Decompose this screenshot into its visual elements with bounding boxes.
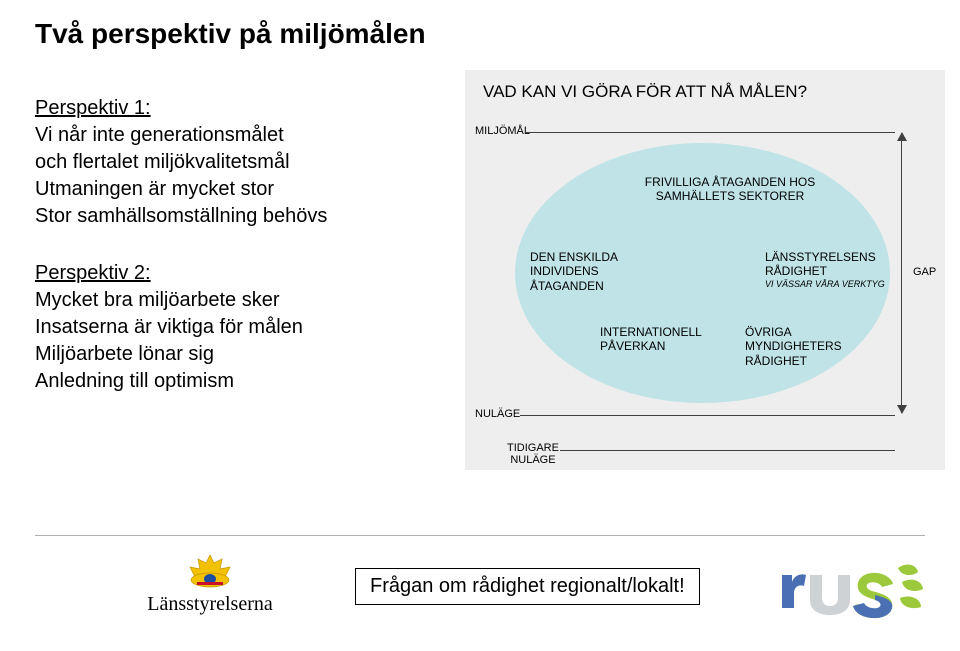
internat-l2: PÅVERKAN: [600, 339, 720, 353]
page-title: Två perspektiv på miljömålen: [35, 18, 426, 50]
lansstyrelsen-text: Länsstyrelserna: [105, 593, 315, 616]
lans-l1: LÄNSSTYRELSENS: [765, 250, 885, 264]
p2-line3: Miljöarbete lönar sig: [35, 341, 435, 368]
ovriga-text: ÖVRIGA MYNDIGHETERS RÅDIGHET: [745, 325, 865, 368]
diagram-title: VAD KAN VI GÖRA FÖR ATT NÅ MÅLEN?: [483, 82, 807, 102]
left-column: Perspektiv 1: Vi når inte generationsmål…: [35, 95, 435, 395]
enskilda-l1: DEN ENSKILDA: [530, 250, 640, 264]
tidigare-line: [560, 450, 895, 451]
footer-box: Frågan om rådighet regionalt/lokalt!: [355, 568, 700, 605]
tidigare-label: TIDIGARE NULÄGE: [507, 442, 559, 466]
gap-arrow: [901, 133, 902, 413]
rus-logo: [780, 560, 930, 620]
p2-line1: Mycket bra miljöarbete sker: [35, 287, 435, 314]
p2-line4: Anledning till optimism: [35, 368, 435, 395]
lansstyrelsen-text: LÄNSSTYRELSENS RÅDIGHET VI VÄSSAR VÅRA V…: [765, 250, 885, 290]
p1-line1: Vi når inte generationsmålet: [35, 122, 435, 149]
enskilda-l2: INDIVIDENS: [530, 264, 640, 278]
p1-line4: Stor samhällsomställning behövs: [35, 203, 435, 230]
lans-l3: VI VÄSSAR VÅRA VERKTYG: [765, 279, 885, 290]
internat-l1: INTERNATIONELL: [600, 325, 720, 339]
p1-head: Perspektiv 1:: [35, 95, 435, 122]
lans-l2: RÅDIGHET: [765, 264, 885, 278]
tidigare-l2: NULÄGE: [507, 454, 559, 466]
miljomal-line: [525, 132, 895, 133]
frivilliga-l1: FRIVILLIGA ÅTAGANDEN HOS: [635, 175, 825, 189]
perspektiv2-block: Perspektiv 2: Mycket bra miljöarbete ske…: [35, 260, 435, 395]
crown-icon: [187, 553, 233, 589]
nulage-label: NULÄGE: [475, 408, 520, 420]
frivilliga-text: FRIVILLIGA ÅTAGANDEN HOS SAMHÄLLETS SEKT…: [635, 175, 825, 204]
perspektiv1-block: Perspektiv 1: Vi når inte generationsmål…: [35, 95, 435, 230]
p1-line2: och flertalet miljökvalitetsmål: [35, 149, 435, 176]
enskilda-l3: ÅTAGANDEN: [530, 279, 640, 293]
ovriga-l2: MYNDIGHETERS: [745, 339, 865, 353]
p2-head: Perspektiv 2:: [35, 260, 435, 287]
gap-label: GAP: [913, 266, 936, 278]
p2-line2: Insatserna är viktiga för målen: [35, 314, 435, 341]
ovriga-l1: ÖVRIGA: [745, 325, 865, 339]
enskilda-text: DEN ENSKILDA INDIVIDENS ÅTAGANDEN: [530, 250, 640, 293]
lansstyrelsen-logo: Länsstyrelserna: [105, 553, 315, 616]
frivilliga-l2: SAMHÄLLETS SEKTORER: [635, 189, 825, 203]
tidigare-l1: TIDIGARE: [507, 442, 559, 454]
internationell-text: INTERNATIONELL PÅVERKAN: [600, 325, 720, 354]
nulage-line: [520, 415, 895, 416]
footer-divider: [35, 535, 925, 536]
p1-line3: Utmaningen är mycket stor: [35, 176, 435, 203]
miljomal-label: MILJÖMÅL: [475, 125, 530, 137]
diagram-panel: VAD KAN VI GÖRA FÖR ATT NÅ MÅLEN? MILJÖM…: [465, 70, 945, 470]
ovriga-l3: RÅDIGHET: [745, 354, 865, 368]
